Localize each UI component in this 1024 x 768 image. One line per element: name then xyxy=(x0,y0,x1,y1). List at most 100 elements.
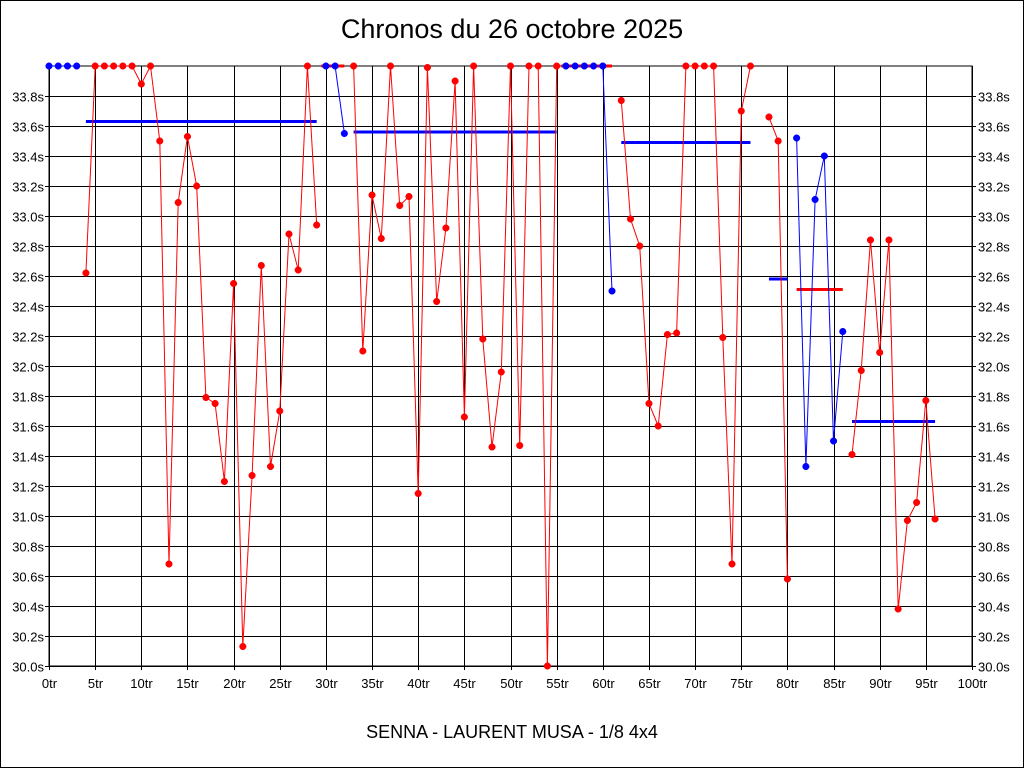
lap-point xyxy=(156,137,164,145)
lap-point xyxy=(119,62,127,70)
x-tick-label: 85tr xyxy=(823,676,846,691)
lap-point xyxy=(608,287,616,295)
y-tick-label-left: 31.2s xyxy=(12,480,44,495)
lap-point xyxy=(414,489,422,498)
lap-point xyxy=(516,441,524,450)
y-tick-label-left: 32.4s xyxy=(12,300,44,315)
y-tick-label-left: 30.8s xyxy=(12,540,44,555)
y-tick-label-left: 32.6s xyxy=(12,270,44,285)
lap-point xyxy=(442,224,450,232)
y-tick-label-left: 33.4s xyxy=(12,150,44,165)
lap-point xyxy=(506,62,515,70)
x-tick-label: 15tr xyxy=(176,676,199,691)
lap-point xyxy=(710,62,718,70)
lap-point xyxy=(239,642,247,651)
y-tick-label-left: 32.8s xyxy=(12,240,44,255)
y-tick-label-left: 32.2s xyxy=(12,330,44,345)
lap-point xyxy=(885,236,893,244)
x-tick-label: 65tr xyxy=(638,676,661,691)
y-tick-label-right: 30.4s xyxy=(978,600,1010,615)
y-tick-label-right: 33.6s xyxy=(978,120,1010,135)
lap-point xyxy=(682,62,690,70)
x-tick-label: 5tr xyxy=(88,676,104,691)
y-tick-label-left: 30.2s xyxy=(12,630,44,645)
lap-point xyxy=(830,437,838,445)
lap-point xyxy=(174,198,182,207)
lap-point xyxy=(248,471,256,480)
lap-point xyxy=(571,62,579,70)
lap-point xyxy=(146,62,155,70)
x-tick-label: 60tr xyxy=(592,676,615,691)
lap-point xyxy=(368,191,376,199)
lap-point xyxy=(617,96,625,105)
lap-point xyxy=(396,201,404,210)
y-tick-label-right: 32.4s xyxy=(978,300,1010,315)
x-tick-label: 10tr xyxy=(130,676,153,691)
lap-point xyxy=(266,462,275,471)
lap-point xyxy=(276,407,284,415)
lap-point xyxy=(82,269,90,277)
x-tick-label: 55tr xyxy=(546,676,569,691)
lap-point xyxy=(737,107,745,115)
lap-point xyxy=(599,62,607,70)
lap-point xyxy=(931,515,939,523)
lap-point xyxy=(433,297,441,306)
lap-point xyxy=(663,330,671,339)
y-tick-label-right: 32.0s xyxy=(978,360,1010,375)
lap-point xyxy=(534,62,542,70)
lap-point xyxy=(580,62,588,70)
lap-point xyxy=(728,560,736,568)
lap-point xyxy=(294,266,302,274)
lap-point xyxy=(285,230,293,238)
x-tick-label: 25tr xyxy=(269,676,292,691)
lap-point xyxy=(903,516,911,525)
y-tick-label-right: 30.8s xyxy=(978,540,1010,555)
lap-point xyxy=(257,261,265,270)
y-tick-label-right: 31.8s xyxy=(978,390,1010,405)
x-tick-label: 50tr xyxy=(500,676,523,691)
lap-point xyxy=(479,335,487,343)
lap-point xyxy=(839,327,847,336)
y-tick-label-right: 33.0s xyxy=(978,210,1010,225)
x-tick-label: 45tr xyxy=(453,676,476,691)
y-tick-label-right: 31.0s xyxy=(978,510,1010,525)
lap-point xyxy=(100,62,108,70)
lap-point xyxy=(894,605,902,613)
series-line xyxy=(851,239,936,610)
lap-point xyxy=(866,236,875,244)
series-line xyxy=(796,137,844,467)
x-tick-label: 0tr xyxy=(42,676,58,691)
y-tick-label-right: 32.2s xyxy=(978,330,1010,345)
lap-point xyxy=(230,279,238,288)
lap-point xyxy=(793,134,801,142)
y-tick-label-left: 32.0s xyxy=(12,360,44,375)
lap-point xyxy=(497,368,505,376)
lap-point xyxy=(636,242,644,250)
lap-point xyxy=(423,63,431,72)
axes: 30.0s 30.0s 30.2s 30.2s 30.4s 30.4s 30.6s 30.6s… xyxy=(12,90,1010,692)
lap-point xyxy=(110,62,118,70)
lap-point xyxy=(645,399,653,408)
y-tick-label-right: 31.4s xyxy=(978,450,1010,465)
lap-point xyxy=(774,137,782,145)
lap-point xyxy=(765,113,773,121)
lap-point xyxy=(470,62,478,70)
y-tick-label-right: 32.8s xyxy=(978,240,1010,255)
lap-point xyxy=(340,129,348,138)
y-tick-label-right: 32.6s xyxy=(978,270,1010,285)
y-tick-label-left: 31.4s xyxy=(12,450,44,465)
y-tick-label-left: 31.8s xyxy=(12,390,44,405)
lap-point xyxy=(377,234,385,243)
y-tick-label-right: 30.0s xyxy=(978,660,1010,675)
lap-point xyxy=(202,393,210,402)
lap-point xyxy=(359,347,367,355)
x-tick-label: 40tr xyxy=(407,676,430,691)
y-tick-label-left: 31.0s xyxy=(12,510,44,525)
lap-point xyxy=(857,366,865,375)
x-tick-label: 80tr xyxy=(776,676,799,691)
lap-point xyxy=(350,62,358,70)
x-tick-label: 95tr xyxy=(915,676,938,691)
lap-point xyxy=(802,462,810,471)
lap-point xyxy=(128,62,136,70)
lap-point xyxy=(913,498,921,507)
